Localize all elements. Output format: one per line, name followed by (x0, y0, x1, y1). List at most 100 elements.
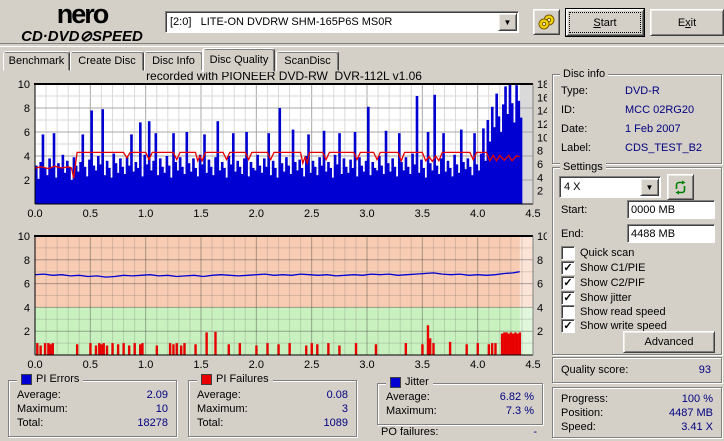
svg-text:2.5: 2.5 (304, 359, 319, 371)
tab-create-disc[interactable]: Create Disc (70, 51, 144, 71)
start-button[interactable]: Start (566, 9, 644, 36)
end-position-label: End: (561, 228, 584, 240)
checkbox-box[interactable]: ✓ (561, 305, 575, 319)
exit-button[interactable]: Exit (650, 9, 724, 36)
checkbox-box[interactable]: ✓ (561, 319, 575, 333)
tab-scandisc[interactable]: ScanDisc (276, 51, 339, 71)
drive-select-dropdown-button[interactable]: ▼ (498, 13, 517, 31)
checkbox-box[interactable]: ✓ (561, 246, 575, 260)
start-position-label: Start: (561, 204, 588, 216)
checkbox-show-read-speed[interactable]: ✓Show read speed (561, 305, 666, 319)
checkbox-box[interactable]: ✓ (561, 261, 575, 275)
quality-score-box: Quality score: 93 (552, 357, 722, 383)
check-icon: ✓ (563, 291, 573, 304)
tab-disc-quality[interactable]: Disc Quality (203, 48, 275, 72)
svg-text:0.5: 0.5 (83, 359, 98, 371)
speed-select-value: 4 X (564, 181, 581, 193)
svg-text:2: 2 (537, 326, 543, 338)
disc-label-value: CDS_TEST_B2 (625, 142, 703, 154)
checkbox-box[interactable]: ✓ (561, 291, 575, 305)
progress-value: 100 % (681, 393, 713, 405)
checkbox-box[interactable]: ✓ (561, 276, 575, 290)
checkbox-show-jitter[interactable]: ✓ Show jitter (561, 291, 631, 305)
po-failures-value: - (533, 426, 537, 438)
svg-text:10: 10 (18, 79, 30, 91)
svg-text:12: 12 (537, 119, 547, 131)
svg-text:8: 8 (537, 255, 543, 267)
disc-info-groupbox: Disc info Type: DVD-R ID: MCC 02RG20 Date:… (552, 68, 722, 164)
svg-text:0.5: 0.5 (83, 208, 98, 220)
svg-text:10: 10 (537, 231, 547, 243)
svg-text:6: 6 (537, 279, 543, 291)
eject-disc-button[interactable] (533, 9, 560, 35)
stat-value: 0.08 (326, 389, 348, 401)
speed-label: Speed: (561, 421, 596, 433)
svg-text:6: 6 (24, 127, 30, 139)
svg-text:4.0: 4.0 (470, 208, 485, 220)
svg-text:10: 10 (18, 231, 30, 243)
stat-label: Total: (17, 417, 44, 429)
stat-label: Maximum: (386, 405, 437, 417)
disc-stack-icon (538, 14, 555, 30)
end-position-field[interactable]: 4488 MB (627, 224, 715, 243)
check-icon: ✓ (563, 276, 573, 289)
disc-label-label: Label: (561, 142, 591, 154)
speed-select-dropdown-button[interactable]: ▼ (640, 178, 659, 196)
svg-text:3.5: 3.5 (415, 359, 430, 371)
disc-date-label: Date: (561, 123, 588, 135)
start-position-field[interactable]: 0000 MB (627, 200, 715, 219)
svg-text:4: 4 (537, 172, 543, 184)
cd-dvd-speed-logo-text: CD·DVD⊘SPEED (21, 28, 143, 45)
tab-disc-info[interactable]: Disc Info (144, 51, 203, 71)
svg-text:4.5: 4.5 (525, 208, 540, 220)
drive-select-value: [2:0] LITE-ON DVDRW SHM-165P6S MS0R (170, 16, 393, 28)
disc-slash-icon: ⊘ (79, 28, 93, 45)
refresh-icon (675, 180, 686, 194)
svg-text:3.0: 3.0 (359, 359, 374, 371)
chevron-down-icon: ▼ (645, 182, 654, 192)
svg-text:10: 10 (537, 132, 547, 144)
disc-date-value: 1 Feb 2007 (625, 123, 681, 135)
jitter-stats-box: Jitter Average: 6.82 % Maximum: 7.3 % (377, 376, 543, 425)
svg-text:2.0: 2.0 (249, 359, 264, 371)
speed-select[interactable]: 4 X ▼ (559, 176, 661, 198)
svg-text:4: 4 (24, 151, 30, 163)
svg-text:2: 2 (24, 175, 30, 187)
svg-text:3.5: 3.5 (415, 208, 430, 220)
svg-text:6: 6 (537, 159, 543, 171)
disc-type-label: Type: (561, 85, 588, 97)
checkbox-quick-scan[interactable]: ✓Quick scan (561, 246, 634, 260)
jitter-legend: Jitter (386, 376, 433, 388)
disc-info-title: Disc info (560, 68, 609, 80)
svg-text:0.0: 0.0 (27, 208, 42, 220)
blue-legend-square-icon (21, 373, 32, 385)
speed-value: 3.41 X (681, 421, 713, 433)
nero-logo-text: nero (56, 0, 110, 29)
svg-text:1.0: 1.0 (138, 208, 153, 220)
svg-text:2.0: 2.0 (249, 208, 264, 220)
check-icon: ✓ (563, 261, 573, 274)
nero-logo: nero CD·DVD⊘SPEED (6, 0, 158, 45)
checkbox-show-c1-pie[interactable]: ✓ Show C1/PIE (561, 261, 645, 275)
stat-value: 3 (341, 403, 348, 415)
drive-select[interactable]: [2:0] LITE-ON DVDRW SHM-165P6S MS0R ▼ (165, 11, 519, 33)
disc-id-value: MCC 02RG20 (625, 104, 695, 116)
settings-groupbox: Settings 4 X ▼ Start: 0000 MB End: 4488 … (552, 161, 722, 355)
pi-errors-stats-box: PI Errors Average: 2.09 Maximum: 10 Total:… (8, 373, 177, 437)
position-value: 4487 MB (668, 407, 713, 419)
progress-box: Progress: 100 % Position: 4487 MB Speed: 3.… (552, 387, 722, 438)
svg-text:18: 18 (537, 79, 547, 91)
svg-text:3.0: 3.0 (359, 208, 374, 220)
start-button-label: Start (593, 16, 617, 29)
tab-benchmark[interactable]: Benchmark (3, 51, 70, 71)
red-legend-square-icon (201, 373, 212, 385)
svg-text:recorded with PIONEER DVD-RW: recorded with PIONEER DVD-RW DVR-112L v1… (146, 70, 422, 83)
svg-text:4.5: 4.5 (525, 359, 540, 371)
refresh-button[interactable] (667, 174, 694, 200)
position-label: Position: (561, 407, 604, 419)
checkbox-show-write-speed[interactable]: ✓ Show write speed (561, 319, 667, 333)
svg-text:2.5: 2.5 (304, 208, 319, 220)
checkbox-show-c2-pif[interactable]: ✓ Show C2/PIF (561, 276, 645, 290)
advanced-button[interactable]: Advanced (623, 331, 715, 353)
